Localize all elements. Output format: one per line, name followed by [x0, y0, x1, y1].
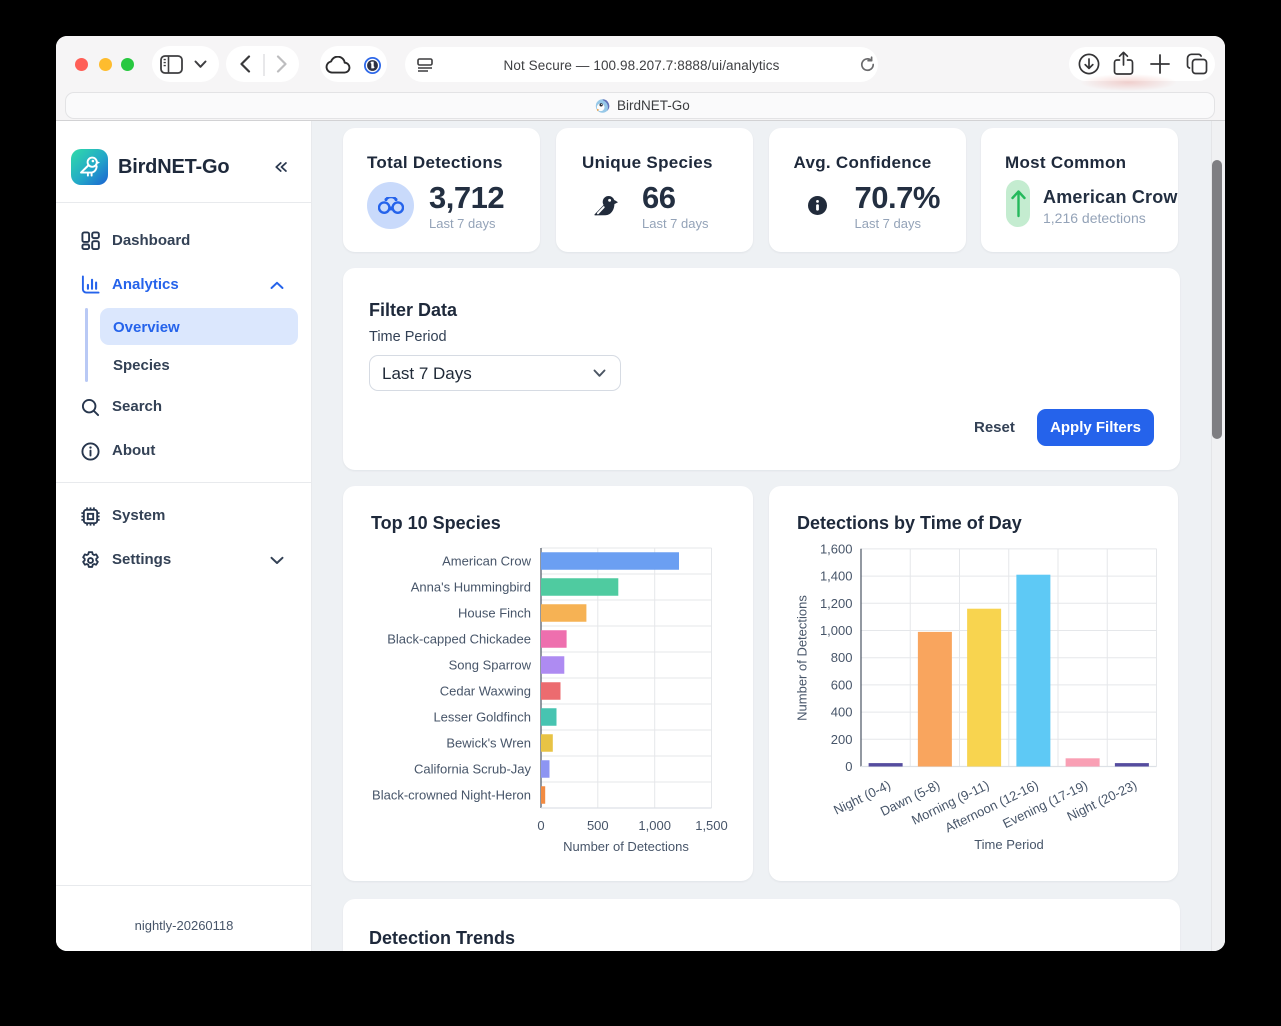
svg-text:Detections by Time of Day: Detections by Time of Day — [797, 513, 1022, 533]
svg-text:Number of Detections: Number of Detections — [794, 595, 809, 721]
svg-text:Lesser Goldfinch: Lesser Goldfinch — [433, 710, 531, 725]
svg-text:Number of Detections: Number of Detections — [563, 839, 689, 854]
svg-text:Bewick's Wren: Bewick's Wren — [446, 736, 531, 751]
svg-text:California Scrub-Jay: California Scrub-Jay — [414, 762, 532, 777]
svg-text:American Crow: American Crow — [442, 554, 531, 569]
svg-text:0: 0 — [845, 759, 852, 774]
svg-text:Anna's Hummingbird: Anna's Hummingbird — [411, 580, 531, 595]
svg-text:1,200: 1,200 — [819, 596, 852, 611]
svg-text:500: 500 — [587, 818, 609, 833]
svg-text:Black-crowned Night-Heron: Black-crowned Night-Heron — [372, 788, 531, 803]
svg-text:Time Period: Time Period — [974, 837, 1044, 852]
svg-text:Black-capped Chickadee: Black-capped Chickadee — [387, 632, 531, 647]
svg-text:400: 400 — [830, 705, 852, 720]
svg-text:1,000: 1,000 — [638, 818, 671, 833]
svg-text:Song Sparrow: Song Sparrow — [449, 658, 532, 673]
svg-text:1,600: 1,600 — [819, 541, 852, 556]
svg-text:1,400: 1,400 — [819, 569, 852, 584]
svg-text:House Finch: House Finch — [458, 606, 531, 621]
svg-text:Cedar Waxwing: Cedar Waxwing — [440, 684, 531, 699]
svg-text:600: 600 — [830, 677, 852, 692]
svg-text:Top 10 Species: Top 10 Species — [371, 513, 501, 533]
svg-text:200: 200 — [830, 732, 852, 747]
svg-text:1,500: 1,500 — [695, 818, 728, 833]
svg-text:0: 0 — [537, 818, 544, 833]
svg-text:800: 800 — [830, 650, 852, 665]
svg-text:1,000: 1,000 — [819, 623, 852, 638]
